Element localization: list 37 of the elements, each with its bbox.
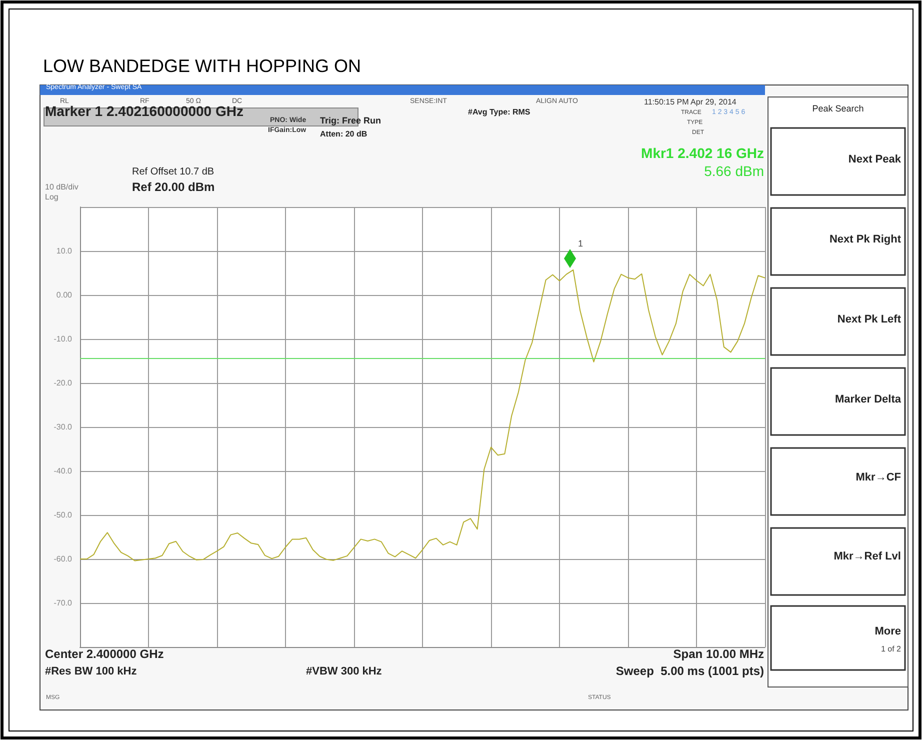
text: 5.66 dBm [704, 163, 764, 179]
text: #Res BW 100 kHz [45, 666, 138, 678]
annotation: Span 10.00 MHz [673, 647, 764, 661]
text: Next Peak [848, 154, 902, 166]
text: Log [45, 192, 58, 202]
text: Trig: Free Run [320, 116, 382, 126]
y-tick-label: -30.0 [54, 422, 73, 432]
line-series [80, 269, 766, 562]
text: Marker 1 2.402160000000 GHz [45, 103, 244, 119]
y-tick-label: -70.0 [54, 598, 73, 608]
text: Sweep 5.00 ms (1001 pts) [616, 664, 764, 678]
text: Mkr→Ref Lvl [834, 550, 901, 562]
text: 11:50:15 PM Apr 29, 2014 [644, 98, 737, 106]
text: Mkr1 2.402 16 GHz [641, 145, 764, 161]
text: #VBW 300 kHz [306, 666, 382, 678]
text: Peak Search [812, 104, 864, 114]
y-tick-label: -40.0 [54, 466, 73, 476]
text: Atten: 20 dB [320, 130, 368, 138]
chart-title: LOW BANDEDGE WITH HOPPING ON [43, 56, 362, 76]
text: Ref Offset 10.7 dB [132, 166, 214, 178]
y-tick-label: -10.0 [54, 334, 73, 344]
text: 10 dB/div [45, 182, 78, 192]
y-tick-label: 0.00 [56, 290, 73, 300]
text: Next Pk Right [829, 234, 902, 246]
text: Mkr→CF [856, 472, 902, 484]
text: More [874, 626, 901, 638]
y-tick-label: 10.0 [56, 246, 73, 256]
y-tick-label: -60.0 [54, 554, 73, 564]
annotation: Center 2.400000 GHz [45, 647, 164, 661]
y-tick-label: -20.0 [54, 378, 73, 388]
text: #Avg Type: RMS [468, 108, 531, 116]
annotation: 1 [578, 238, 584, 248]
y-tick-label: -50.0 [54, 510, 73, 520]
text: Next Pk Left [837, 314, 902, 326]
text: Marker Delta [834, 394, 902, 406]
text: 1 of 2 [880, 644, 902, 654]
text: Ref 20.00 dBm [132, 180, 215, 194]
